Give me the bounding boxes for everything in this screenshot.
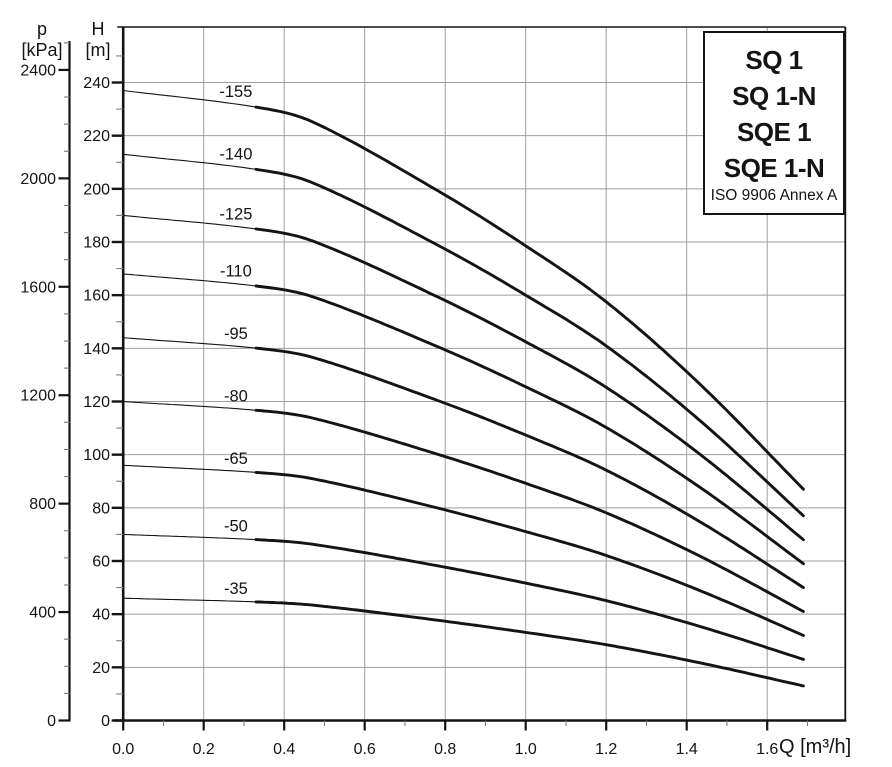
legend-model-sqe1: SQE 1 [736,117,812,147]
h-axis-tick-label: 80 [92,500,110,517]
p-axis-tick-label: 2000 [20,171,56,188]
h-axis-tick-label: 40 [92,607,110,624]
pump-curves [122,89,805,688]
h-axis-tick-label: 220 [83,128,110,145]
pump-curve-thin--110 [122,273,257,287]
pump-curve-thin--140 [122,153,257,170]
p-axis-title: p [kPa] [16,19,68,61]
pump-curve-thin--80 [122,400,257,411]
pump-curve--35 [254,600,805,688]
curve-label--65: -65 [224,450,248,468]
pump-curve-thin--155 [122,89,257,108]
q-axis-tick-label: 0.6 [354,741,376,758]
pump-curve-thin--125 [122,214,257,230]
legend-model-sq1: SQ 1 [745,45,803,75]
p-axis-title-symbol: p [36,19,47,39]
curve-label--35: -35 [224,580,248,598]
h-axis-tick-label: 240 [83,75,110,92]
p-axis-tick-label: 2400 [20,62,56,79]
q-axis-title: Q [m³/h] [779,736,852,758]
q-axis-tick-label: 1.2 [595,741,617,758]
h-axis-tick-label: 0 [101,713,110,730]
q-axis: 0.0 0.2 0.4 0.6 0.8 1.0 1.2 1.4 1.6 [112,720,809,758]
pump-curve--65 [254,470,805,637]
q-axis-tick-label: 1.6 [756,741,778,758]
curve-label--125: -125 [219,205,252,223]
h-axis-tick-label: 140 [83,341,110,358]
pump-curve-thin--50 [122,533,257,541]
h-axis-title: H [m] [74,19,122,61]
q-axis-tick-label: 1.0 [515,741,537,758]
p-axis: 0 400 800 1200 1600 2000 2400 [20,41,71,730]
q-axis-tick-label: 0.0 [112,741,134,758]
h-axis-tick-label: 160 [83,288,110,305]
p-axis-tick-label: 1200 [20,388,56,405]
p-axis-tick-label: 800 [29,496,56,513]
q-axis-tick-label: 0.4 [273,741,295,758]
h-axis-tick-label: 60 [92,554,110,571]
pump-curve--110 [254,284,805,566]
pump-curve--155 [254,105,805,491]
curve-label--155: -155 [219,83,252,101]
p-axis-title-unit: [kPa] [21,40,63,60]
plot-frame [114,26,847,722]
h-axis-title-unit: [m] [85,40,111,60]
q-axis-tick-label: 0.2 [193,741,215,758]
curve-label--140: -140 [219,146,252,164]
h-axis: 0 20 40 60 80 100 120 140 160 180 200 220 240 [83,55,124,730]
legend-model-sq1n: SQ 1-N [732,81,816,111]
pump-curve-thin--95 [122,337,257,349]
h-axis-tick-label: 200 [83,181,110,198]
q-axis-tick-label: 0.8 [434,741,456,758]
pump-curve--50 [254,538,805,661]
pump-curve--140 [254,167,805,518]
legend-model-sqe1n: SQE 1-N [723,153,825,183]
q-axis-tick-label: 1.4 [676,741,698,758]
p-axis-tick-label: 1600 [20,279,56,296]
h-axis-tick-label: 180 [83,235,110,252]
pump-curve--95 [254,346,805,590]
curve-label--110: -110 [220,263,252,281]
legend-box: SQ 1 SQ 1-N SQE 1 SQE 1-N ISO 9906 Annex… [703,31,845,215]
pump-curve-thin--65 [122,464,257,473]
pump-curve-thin--35 [122,597,257,603]
pump-curve--80 [254,408,805,613]
curve-label--50: -50 [224,518,248,536]
h-axis-tick-label: 120 [83,394,110,411]
p-axis-tick-label: 400 [29,605,56,622]
pump-curve--125 [254,227,805,542]
h-axis-title-symbol: H [91,19,105,39]
h-axis-tick-label: 100 [83,447,110,464]
h-axis-tick-label: 20 [92,660,110,677]
p-axis-tick-label: 0 [47,713,56,730]
grid-lines [123,27,846,721]
legend-iso-note: ISO 9906 Annex A [710,187,838,204]
curve-label--80: -80 [224,388,248,406]
curve-labels: -155 -140 -125 -110 -95 -80 -65 -50 -35 [219,83,252,598]
curve-label--95: -95 [224,325,248,343]
